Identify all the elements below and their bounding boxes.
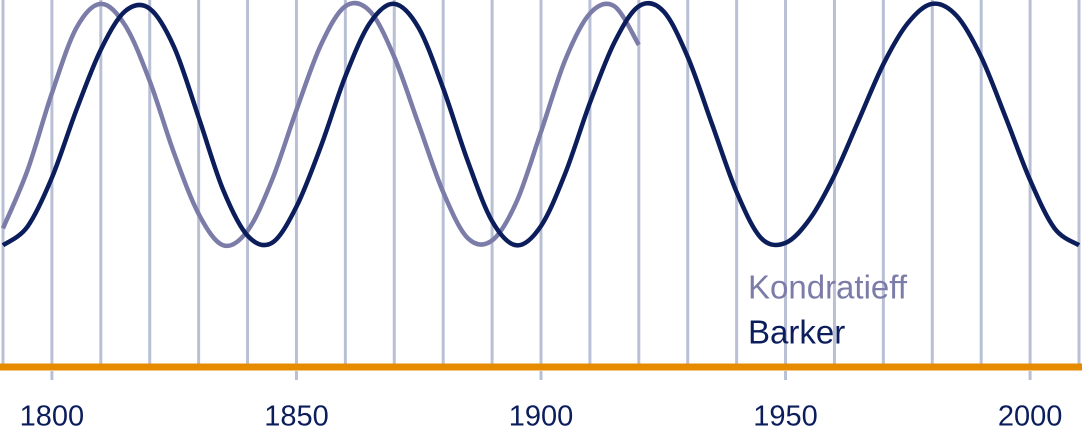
x-tick-label: 2000 <box>998 401 1063 433</box>
series-line <box>1 1 1081 248</box>
x-tick-label: 1900 <box>509 401 574 433</box>
x-tick-label: 1800 <box>20 401 85 433</box>
legend-label: Barker <box>748 314 845 351</box>
series-line <box>0 0 641 249</box>
legend-label: Kondratieff <box>748 269 908 306</box>
x-tick-label: 1950 <box>753 401 818 433</box>
x-tick-label: 1850 <box>264 401 329 433</box>
